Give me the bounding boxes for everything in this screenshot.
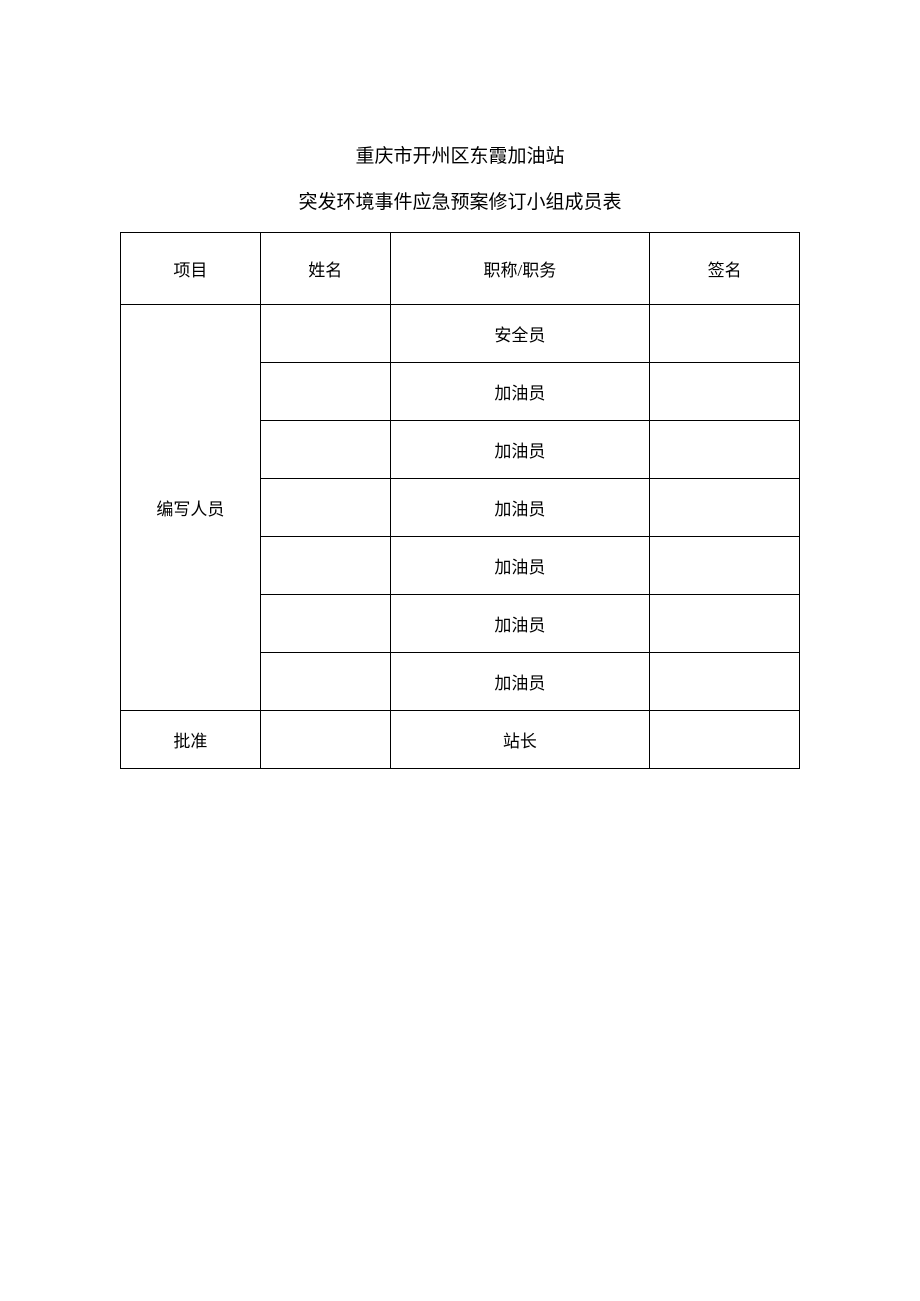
cell-position: 加油员 [390, 595, 650, 653]
cell-position: 加油员 [390, 421, 650, 479]
table-row: 编写人员 安全员 [121, 305, 800, 363]
cell-name [260, 653, 390, 711]
table-row: 批准 站长 [121, 711, 800, 769]
cell-sign [650, 305, 800, 363]
cell-position: 站长 [390, 711, 650, 769]
cell-name [260, 363, 390, 421]
cell-sign [650, 363, 800, 421]
cell-sign [650, 421, 800, 479]
cell-sign [650, 595, 800, 653]
cell-name [260, 305, 390, 363]
title-line-1: 重庆市开州区东霞加油站 [120, 140, 800, 174]
table-header-row: 项目 姓名 职称/职务 签名 [121, 233, 800, 305]
cell-name [260, 595, 390, 653]
cell-name [260, 479, 390, 537]
header-col-position: 职称/职务 [390, 233, 650, 305]
members-table: 项目 姓名 职称/职务 签名 编写人员 安全员 加油员 加油员 加油员 [120, 232, 800, 769]
cell-sign [650, 653, 800, 711]
cell-name [260, 537, 390, 595]
cell-position: 安全员 [390, 305, 650, 363]
cell-sign [650, 711, 800, 769]
cell-position: 加油员 [390, 363, 650, 421]
cell-name [260, 711, 390, 769]
document-container: 重庆市开州区东霞加油站 突发环境事件应急预案修订小组成员表 项目 姓名 职称/职… [120, 140, 800, 769]
header-col-name: 姓名 [260, 233, 390, 305]
title-line-2: 突发环境事件应急预案修订小组成员表 [120, 186, 800, 220]
header-col-project: 项目 [121, 233, 261, 305]
header-col-sign: 签名 [650, 233, 800, 305]
group2-label: 批准 [121, 711, 261, 769]
cell-name [260, 421, 390, 479]
cell-position: 加油员 [390, 537, 650, 595]
cell-sign [650, 479, 800, 537]
cell-sign [650, 537, 800, 595]
cell-position: 加油员 [390, 479, 650, 537]
cell-position: 加油员 [390, 653, 650, 711]
group1-label: 编写人员 [121, 305, 261, 711]
